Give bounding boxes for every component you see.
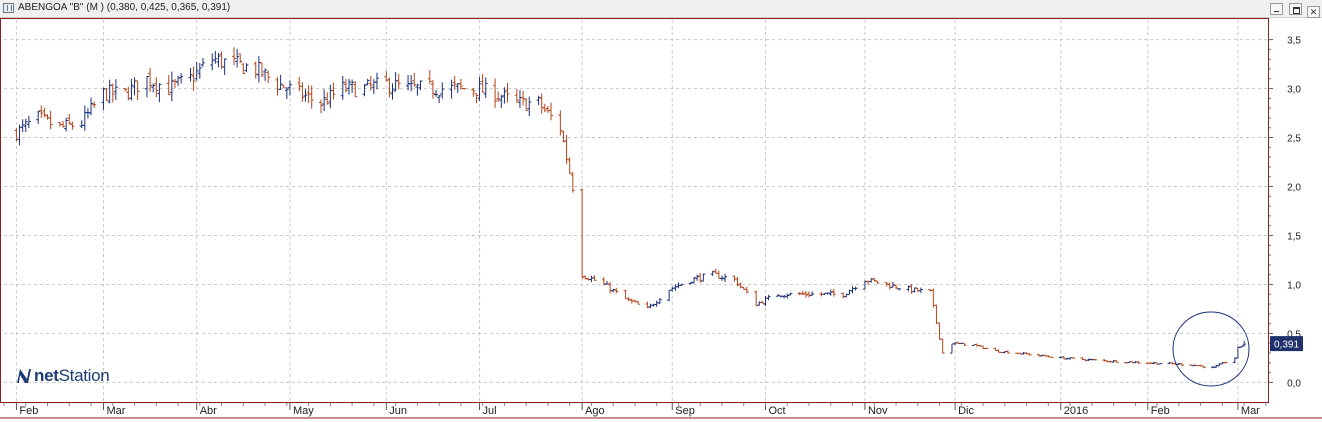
x-tick-label: Nov — [868, 405, 888, 417]
y-tick-label: 2,5 — [1287, 134, 1301, 145]
y-tick-label: 2,0 — [1287, 183, 1301, 194]
chart-area[interactable]: 0,0 0,5 1,0 1,5 2,0 2,5 3,0 3,5 Feb Mar Abr May Jun J… — [0, 18, 1322, 422]
y-tick-label: 0,5 — [1287, 329, 1301, 340]
x-tick-label: Dic — [958, 405, 974, 417]
logo-text-regular: Station — [58, 366, 110, 385]
y-tick-label: 3,5 — [1287, 36, 1301, 47]
close-icon[interactable] — [1307, 6, 1320, 18]
netstation-logo: netStation — [16, 366, 110, 388]
x-tick-label: Oct — [768, 405, 785, 417]
window-title: ABENGOA "B" (M ) (0,380, 0,425, 0,365, 0… — [18, 2, 231, 13]
netstation-n-logo-icon — [17, 369, 31, 383]
x-tick-label: Jul — [483, 405, 497, 417]
price-chart[interactable]: 0,0 0,5 1,0 1,5 2,0 2,5 3,0 3,5 Feb Mar Abr May Jun J… — [0, 18, 1322, 422]
x-tick-label: 2016 — [1064, 405, 1088, 417]
x-tick-label: Jun — [389, 405, 407, 417]
x-tick-label: Abr — [200, 405, 217, 417]
x-tick-label: Feb — [1151, 405, 1170, 417]
logo-text-bold: net — [34, 366, 59, 385]
last-price-badge — [1270, 336, 1303, 352]
x-tick-label: Sep — [675, 405, 695, 417]
chart-window-icon — [3, 3, 14, 13]
x-tick-label: Mar — [1241, 405, 1260, 417]
y-tick-label: 3,0 — [1287, 85, 1301, 96]
minimize-icon[interactable] — [1270, 3, 1284, 15]
window-controls — [1269, 2, 1320, 18]
y-tick-label: 0,0 — [1287, 378, 1301, 389]
x-tick-label: Feb — [19, 405, 38, 417]
last-price-label: 0,391 — [1274, 340, 1299, 351]
window-titlebar: ABENGOA "B" (M ) (0,380, 0,425, 0,365, 0… — [0, 0, 1322, 18]
x-tick-label: Mar — [106, 405, 125, 417]
y-tick-label: 1,5 — [1287, 231, 1301, 242]
plot-frame — [0, 18, 1269, 403]
y-tick-label: 1,0 — [1287, 280, 1301, 291]
highlight-circle — [1172, 311, 1250, 387]
restore-icon[interactable] — [1288, 3, 1302, 15]
x-tick-label: Ago — [585, 405, 605, 417]
x-tick-label: May — [293, 405, 314, 417]
